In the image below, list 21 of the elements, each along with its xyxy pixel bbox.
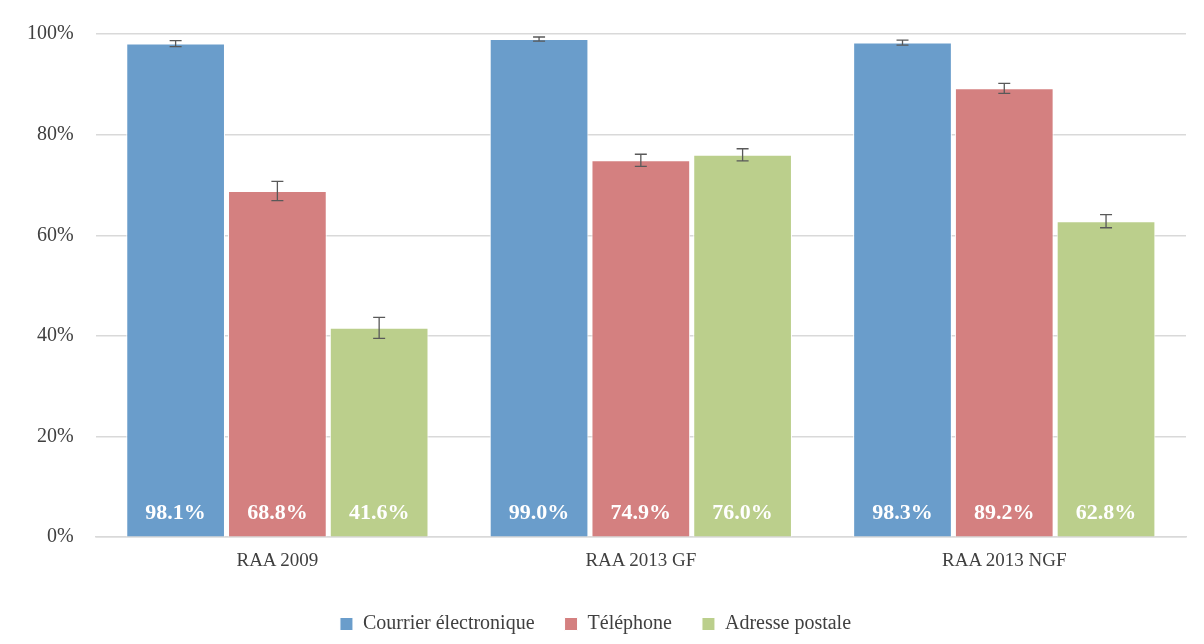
x-tick-label: RAA 2013 NGF — [941, 548, 1067, 570]
y-tick-label: 0% — [46, 524, 74, 547]
legend-label: Adresse postale — [724, 611, 852, 635]
y-tick-label: 60% — [36, 222, 74, 245]
data-label: 68.8% — [247, 498, 308, 524]
x-tick-label: RAA 2009 — [236, 548, 319, 570]
legend-label: Courrier électronique — [362, 611, 535, 635]
y-tick-label: 80% — [36, 121, 74, 144]
data-label: 89.2% — [974, 498, 1035, 524]
y-tick-label: 40% — [36, 323, 74, 346]
data-label: 76.0% — [712, 498, 773, 524]
data-label: 41.6% — [348, 498, 410, 524]
data-label: 99.0% — [508, 498, 570, 524]
legend-label: Téléphone — [587, 611, 673, 635]
y-tick-label: 20% — [36, 423, 74, 446]
y-tick-label: 100% — [26, 21, 74, 44]
data-label: 74.9% — [610, 498, 672, 524]
data-label: 98.3% — [872, 498, 933, 524]
data-label: 62.8% — [1075, 498, 1137, 524]
data-label: 98.1% — [145, 498, 206, 524]
x-tick-label: RAA 2013 GF — [585, 548, 697, 570]
